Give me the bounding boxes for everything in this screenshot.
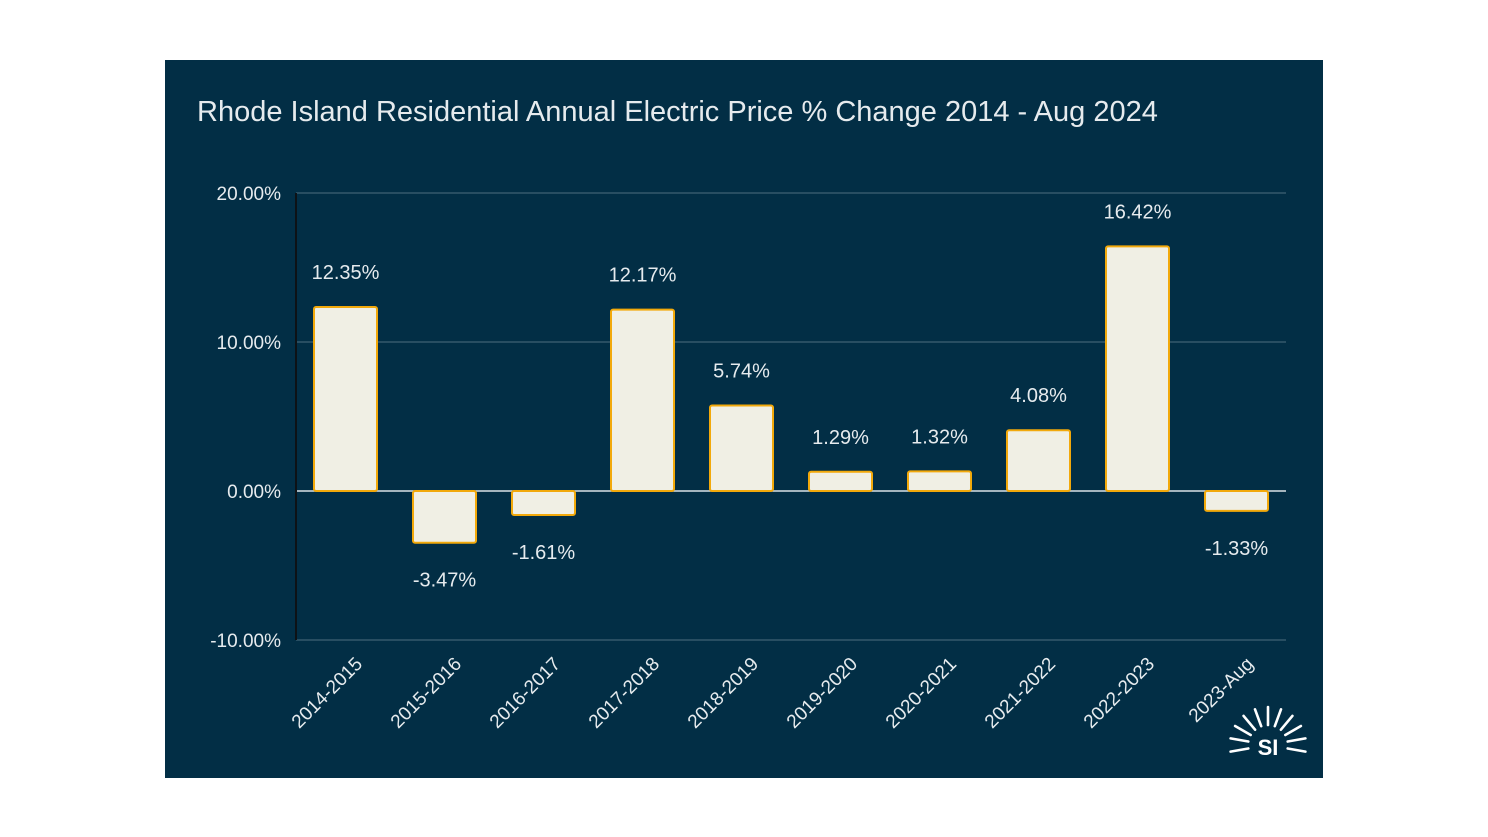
x-tick-label: 2017-2018 bbox=[585, 654, 664, 733]
si-logo: SI bbox=[1229, 705, 1307, 760]
y-tick-label: -10.00% bbox=[210, 631, 281, 652]
x-tick-label: 2023-Aug bbox=[1185, 654, 1258, 727]
ray bbox=[1233, 724, 1253, 737]
bar bbox=[808, 470, 873, 492]
y-tick-label: 20.00% bbox=[217, 184, 282, 205]
bars bbox=[313, 245, 1269, 544]
x-tick-label: 2022-2023 bbox=[1080, 654, 1159, 733]
x-axis-tick-labels: 2014-2015 2015-2016 2016-2017 2017-2018 2018… bbox=[288, 654, 1258, 733]
bar bbox=[1204, 490, 1269, 512]
data-label: 1.32% bbox=[911, 426, 968, 448]
ray bbox=[1286, 747, 1307, 753]
bar bbox=[1006, 429, 1071, 493]
data-label: -1.61% bbox=[512, 542, 576, 564]
ray bbox=[1286, 737, 1307, 743]
logo-text: SI bbox=[1258, 735, 1279, 760]
x-tick-label: 2019-2020 bbox=[783, 654, 862, 733]
ray bbox=[1229, 747, 1250, 753]
x-tick-label: 2015-2016 bbox=[387, 654, 466, 733]
ray bbox=[1242, 714, 1257, 731]
ray bbox=[1279, 714, 1294, 731]
data-label: 16.42% bbox=[1104, 201, 1172, 223]
ray bbox=[1273, 707, 1283, 728]
chart-title: Rhode Island Residential Annual Electric… bbox=[197, 96, 1158, 128]
x-tick-label: 2016-2017 bbox=[486, 654, 565, 733]
x-tick-label: 2021-2022 bbox=[981, 654, 1060, 733]
x-tick-label: 2020-2021 bbox=[882, 654, 961, 733]
x-tick-label: 2014-2015 bbox=[288, 654, 367, 733]
ray bbox=[1229, 737, 1250, 743]
bar bbox=[709, 404, 774, 492]
bar bbox=[412, 490, 477, 544]
data-label: -3.47% bbox=[413, 570, 477, 592]
ray bbox=[1253, 707, 1263, 728]
ray bbox=[1283, 724, 1303, 737]
y-axis-tick-labels: 20.00% 10.00% 0.00% -10.00% bbox=[210, 184, 281, 652]
bar bbox=[610, 308, 675, 492]
bar bbox=[511, 490, 576, 516]
bar bbox=[313, 305, 378, 492]
bar bbox=[1105, 245, 1170, 492]
data-label: 4.08% bbox=[1010, 385, 1067, 407]
data-label: 1.29% bbox=[812, 427, 869, 449]
sun-rays-icon bbox=[1229, 705, 1307, 753]
x-tick-label: 2018-2019 bbox=[684, 654, 763, 733]
chart-panel: Rhode Island Residential Annual Electric… bbox=[165, 60, 1323, 778]
bar-chart: 20.00% 10.00% 0.00% -10.00% 12.35% -3.47% -1.… bbox=[210, 184, 1307, 760]
data-label: 12.17% bbox=[609, 265, 677, 287]
data-label: -1.33% bbox=[1205, 538, 1269, 560]
data-label: 5.74% bbox=[713, 360, 770, 382]
data-label: 12.35% bbox=[312, 262, 380, 284]
y-tick-label: 0.00% bbox=[227, 482, 281, 503]
bar bbox=[907, 470, 972, 492]
data-labels: 12.35% -3.47% -1.61% 12.17% 5.74% 1.29% 1.32% 4… bbox=[312, 201, 1269, 591]
y-tick-label: 10.00% bbox=[217, 333, 282, 354]
